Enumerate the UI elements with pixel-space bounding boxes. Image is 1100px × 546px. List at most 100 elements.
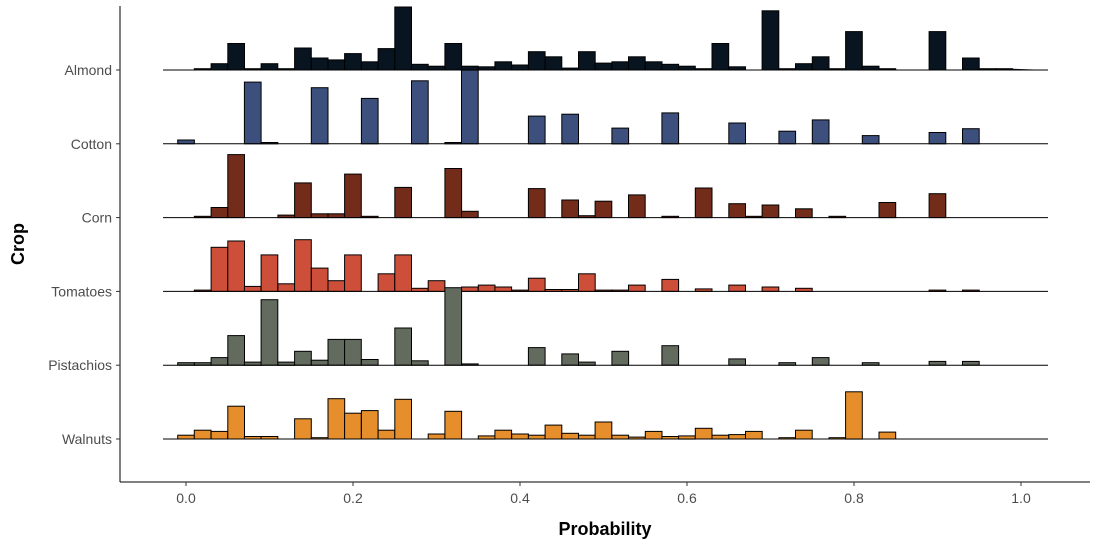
x-tick-label: 0.2 [343,490,363,506]
bar [294,182,312,219]
bar [210,63,229,71]
bar [327,338,346,366]
bar [778,130,797,145]
bar [344,338,362,366]
axes-layer [119,6,1090,483]
bar [761,286,780,292]
bar [544,56,563,71]
bar [344,254,362,292]
bar [845,31,863,71]
bar [694,187,713,219]
bar [227,335,246,366]
bar [611,61,630,71]
bar [845,391,863,440]
bar [728,434,746,440]
bar [527,188,546,219]
bar [611,434,630,440]
bar [260,299,279,366]
bar [611,350,630,366]
bar [928,193,947,219]
bar [327,59,346,71]
bar [327,213,346,219]
ridge-pistachios [160,287,1048,366]
bar [878,202,897,219]
bar [310,87,329,145]
bar [544,424,563,440]
ridge-almond [160,6,1048,71]
bar [527,434,546,440]
bar [310,359,329,366]
y-axis-ticks: Almond Cotton Corn Tomatoes Pistachios Walnut… [48,62,120,447]
bar [427,433,446,440]
bar [527,277,546,292]
bar [795,208,813,219]
y-tick-label: Tomatoes [51,283,112,299]
bar [360,97,379,145]
bar [210,430,229,440]
bar [594,200,613,219]
bar [578,273,596,292]
bar [594,421,613,440]
bar [728,358,746,366]
bar [210,357,229,366]
bar [761,204,780,219]
ridge-fill-almond [160,7,1048,70]
x-tick-label: 1.0 [1011,490,1031,506]
bar [711,43,730,71]
y-axis-title: Crop [8,223,28,265]
bar [578,51,596,71]
bar [461,286,479,292]
bar [811,56,830,71]
bar [377,273,396,292]
bar [394,327,412,366]
bar [344,53,362,71]
bar [728,284,746,292]
bar [928,31,947,71]
ridge-corn [160,154,1048,219]
bar [177,434,195,440]
bar [611,127,630,145]
bar [928,132,947,145]
bar [377,48,396,71]
bar [795,429,813,440]
bar [277,283,296,292]
bar [661,345,680,366]
bar [644,61,663,71]
bar [628,284,646,292]
bar [294,47,312,71]
bar [310,213,329,219]
y-tick-label: Corn [82,210,112,226]
bar [711,434,730,440]
y-tick-label: Almond [65,62,112,78]
bar [444,410,463,440]
ridge-fill-pistachios [160,287,1048,366]
bar [260,254,279,292]
bar [461,69,479,145]
bar [928,360,947,366]
bar [628,194,646,219]
bar [461,65,479,71]
bar [694,427,713,440]
bar [661,112,680,145]
bar [628,56,646,71]
bar [494,286,513,292]
bar [527,347,546,366]
bar [327,398,346,440]
bar [394,186,412,219]
bar [661,278,680,292]
bar [861,65,880,71]
x-tick-label: 0.0 [176,490,196,506]
bar [811,357,830,366]
bar [745,430,763,440]
bar [678,65,696,71]
bar [594,62,613,71]
bar [411,80,429,145]
x-axis-title: Probability [558,519,651,539]
bar [344,173,362,219]
bar [795,63,813,71]
bar [210,246,229,292]
bar [561,432,579,440]
bar [227,43,246,71]
bar [561,353,579,366]
ridges-layer [160,6,1048,440]
